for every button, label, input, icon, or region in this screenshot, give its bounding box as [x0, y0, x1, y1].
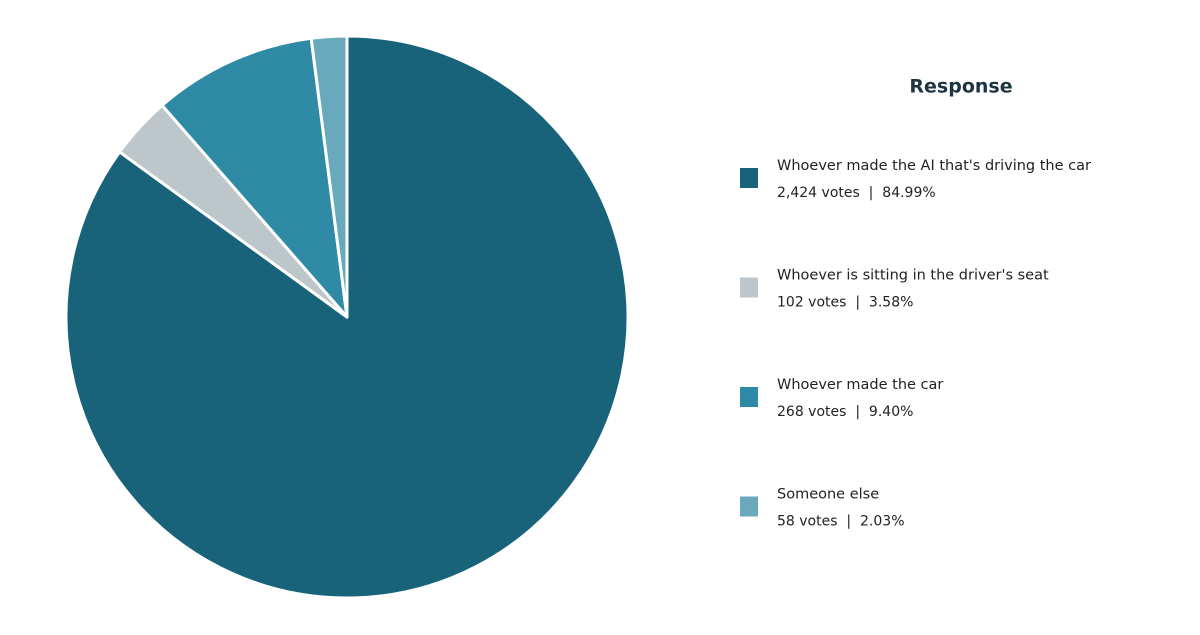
legend-label: Someone else	[777, 487, 879, 503]
legend-swatch	[740, 168, 758, 188]
legend-value: 268 votes | 9.40%	[777, 404, 913, 420]
legend-swatch	[740, 496, 758, 517]
legend-value: 102 votes | 3.58%	[777, 295, 913, 311]
pie-slice	[309, 34, 349, 319]
legend-label: Whoever made the AI that's driving the c…	[777, 158, 1091, 174]
pie-slice	[160, 36, 349, 319]
legend-title: Response	[909, 76, 1012, 98]
legend-label: Whoever made the car	[777, 377, 943, 393]
legend-swatch	[740, 277, 758, 298]
legend-value: 2,424 votes | 84.99%	[777, 185, 936, 201]
legend-swatch	[740, 387, 758, 407]
legend-value: 58 votes | 2.03%	[777, 514, 905, 530]
legend-label: Whoever is sitting in the driver's seat	[777, 268, 1049, 284]
